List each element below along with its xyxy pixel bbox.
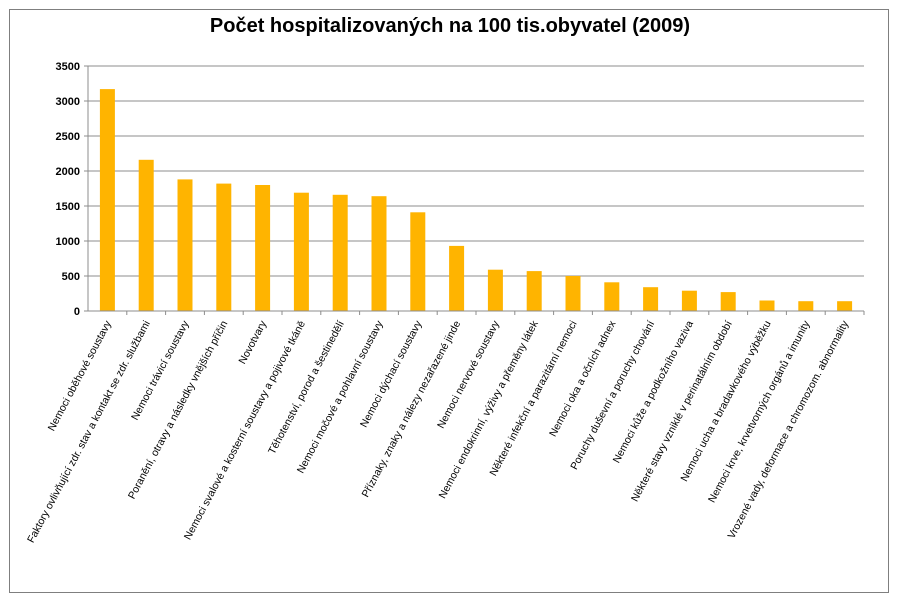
- bar: [293, 192, 309, 311]
- bar: [643, 287, 659, 311]
- y-tick-label: 2000: [56, 166, 80, 178]
- y-tick-label: 3000: [56, 96, 80, 108]
- chart-title: Počet hospitalizovaných na 100 tis.obyva…: [209, 15, 691, 37]
- y-tick-label: 3500: [56, 61, 80, 73]
- y-tick-labels: 0 500 1000 1500 2000 2500 3000 3500: [56, 61, 80, 318]
- x-category-label: Nemoci oka a očních adnex: [547, 318, 619, 439]
- y-tick-label: 1000: [56, 236, 80, 248]
- gridlines: [88, 65, 864, 277]
- x-category-label: Novotvary: [236, 318, 269, 366]
- bar: [526, 271, 542, 311]
- bar: [371, 196, 387, 311]
- bar: [604, 282, 620, 311]
- y-tick-label: 500: [62, 271, 80, 283]
- bar: [216, 183, 232, 311]
- y-tick-label: 2500: [56, 131, 80, 143]
- bars: [99, 89, 853, 311]
- bar: [759, 300, 775, 311]
- bar: [798, 301, 814, 311]
- bar: [99, 89, 115, 311]
- bar: [138, 159, 154, 311]
- x-category-label: Těhotenství, porod a šestinedělí: [266, 319, 347, 457]
- axes: [84, 65, 865, 315]
- bar: [449, 245, 465, 311]
- bar: [681, 290, 697, 311]
- chart-frame: [9, 9, 889, 593]
- bar: [255, 185, 271, 311]
- bar: [410, 212, 426, 311]
- bar: [837, 301, 853, 311]
- bar: [177, 179, 193, 311]
- y-tick-label: 0: [74, 306, 80, 318]
- bar: [332, 194, 348, 311]
- bar: [565, 276, 581, 311]
- x-category-label: Nemoci kůže a podkožního vaziva: [611, 319, 696, 465]
- bar: [720, 292, 736, 311]
- y-tick-label: 1500: [56, 201, 80, 213]
- bar: [487, 269, 503, 311]
